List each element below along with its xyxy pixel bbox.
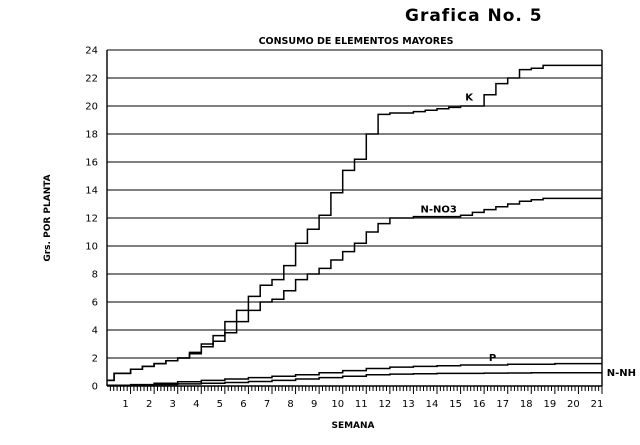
y-tick-label: 22 <box>85 74 98 85</box>
series-label-layer: K N-NO3 P N-NH <box>421 92 636 379</box>
series-line-p <box>107 362 602 387</box>
x-tick-label: 19 <box>543 399 556 410</box>
series-layer <box>107 64 602 387</box>
y-tick-label: 24 <box>85 46 98 57</box>
x-tick-label: 1 <box>122 399 128 410</box>
x-tick-label: 2 <box>146 399 152 410</box>
x-tick-label: 6 <box>240 399 246 410</box>
y-tick-label: 12 <box>85 214 98 225</box>
y-axis-label: Grs. POR PLANTA <box>43 174 53 261</box>
series-label: N-NH <box>607 368 636 379</box>
chart-title: CONSUMO DE ELEMENTOS MAYORES <box>259 36 454 47</box>
series-line-n-no3 <box>107 197 602 382</box>
x-axis-label: SEMANA <box>331 421 374 431</box>
page-title: Grafica No. 5 <box>405 6 543 26</box>
y-tick-label: 20 <box>85 102 98 113</box>
series-line-k <box>107 64 602 382</box>
x-tick-label: 7 <box>264 399 270 410</box>
x-tick-label: 15 <box>449 399 462 410</box>
series-line-n-nh <box>107 371 602 387</box>
y-tick-label: 0 <box>92 382 98 393</box>
series-label: K <box>465 92 474 103</box>
x-tick-label: 21 <box>591 399 604 410</box>
x-tick-label: 4 <box>193 399 199 410</box>
x-tick-label: 13 <box>402 399 415 410</box>
y-tick-label: 8 <box>92 270 98 281</box>
x-tick-label: 17 <box>496 399 509 410</box>
x-tick-label: 14 <box>426 399 439 410</box>
series-label: N-NO3 <box>421 204 457 215</box>
x-tick-label: 9 <box>311 399 317 410</box>
x-tick-label: 10 <box>331 399 344 410</box>
series-label: P <box>489 353 496 364</box>
y-tick-label: 2 <box>92 354 98 365</box>
grid-layer <box>107 49 602 359</box>
x-tick-label: 20 <box>567 399 580 410</box>
x-tick-label: 3 <box>170 399 176 410</box>
y-tick-label: 14 <box>85 186 98 197</box>
x-tick-label: 5 <box>217 399 223 410</box>
x-tick-label: 8 <box>287 399 293 410</box>
y-tick-label: 18 <box>85 130 98 141</box>
x-tick-label: 16 <box>473 399 486 410</box>
y-tick-label: 4 <box>92 326 98 337</box>
x-tick-label: 11 <box>355 399 368 410</box>
x-tick-label: 18 <box>520 399 533 410</box>
y-tick-label: 6 <box>92 298 98 309</box>
x-tick-label: 12 <box>378 399 391 410</box>
y-tick-label: 10 <box>85 242 98 253</box>
y-tick-label: 16 <box>85 158 98 169</box>
